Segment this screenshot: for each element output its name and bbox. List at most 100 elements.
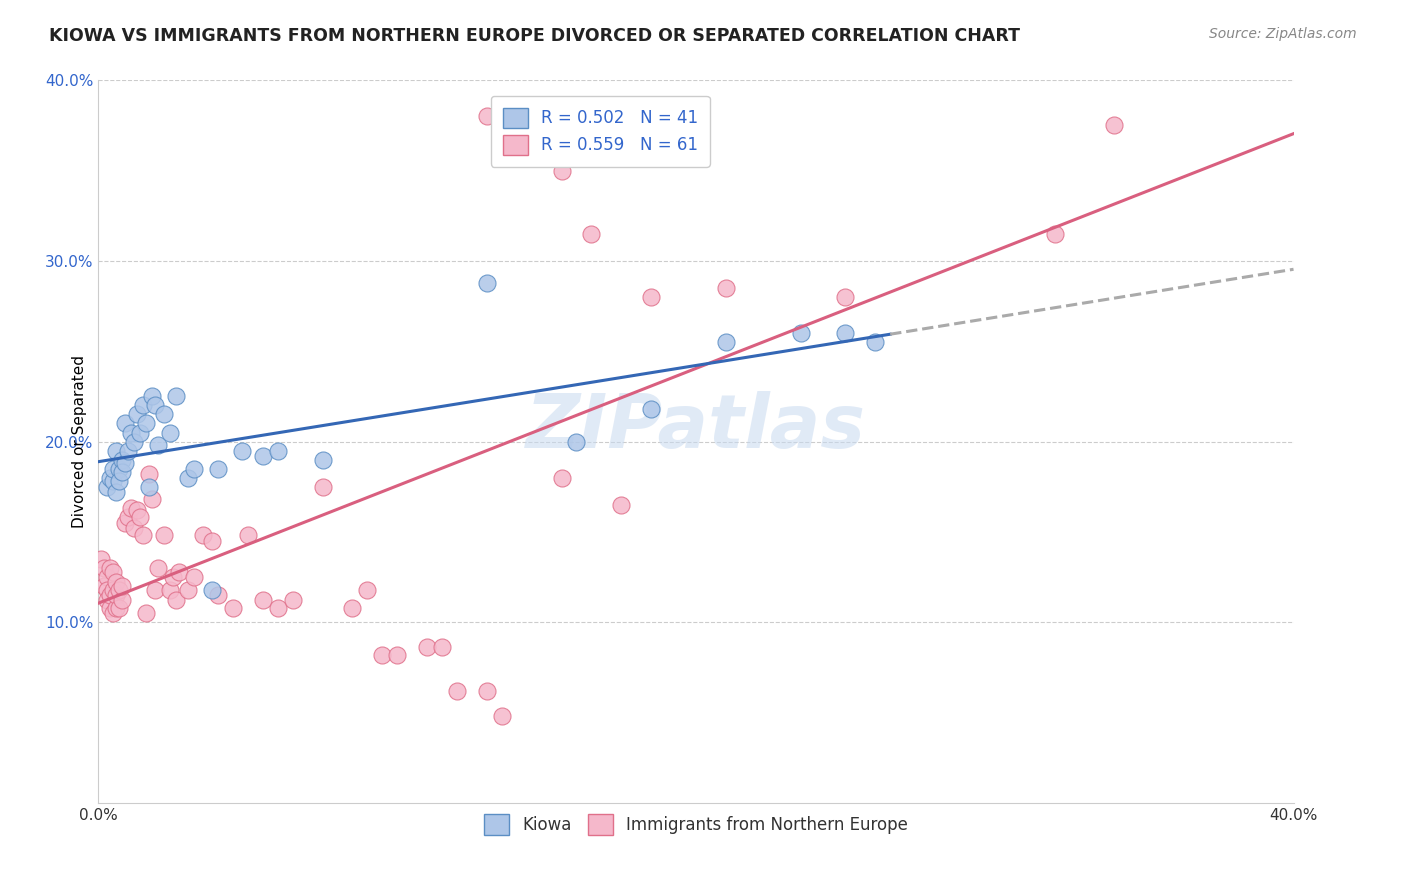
- Text: KIOWA VS IMMIGRANTS FROM NORTHERN EUROPE DIVORCED OR SEPARATED CORRELATION CHART: KIOWA VS IMMIGRANTS FROM NORTHERN EUROPE…: [49, 27, 1021, 45]
- Point: [120, 425, 142, 440]
- Point: [475, 276, 498, 290]
- Point: [581, 227, 603, 241]
- Text: ZIPatlas: ZIPatlas: [526, 391, 866, 464]
- Point: [153, 408, 176, 422]
- Point: [138, 480, 160, 494]
- Point: [834, 290, 856, 304]
- Point: [103, 582, 125, 597]
- Point: [111, 579, 134, 593]
- Point: [111, 593, 134, 607]
- Point: [356, 582, 378, 597]
- Point: [159, 582, 181, 597]
- Point: [124, 434, 146, 449]
- Point: [108, 582, 131, 597]
- Point: [714, 335, 737, 350]
- Point: [640, 290, 662, 304]
- Point: [252, 449, 274, 463]
- Point: [114, 516, 136, 530]
- Point: [610, 498, 633, 512]
- Point: [105, 443, 128, 458]
- Point: [311, 480, 333, 494]
- Point: [103, 606, 125, 620]
- Point: [640, 402, 662, 417]
- Point: [207, 461, 229, 475]
- Point: [111, 465, 134, 479]
- Point: [108, 475, 131, 489]
- Point: [177, 471, 200, 485]
- Point: [231, 443, 253, 458]
- Point: [132, 398, 155, 412]
- Point: [834, 326, 856, 340]
- Point: [167, 565, 190, 579]
- Point: [165, 389, 187, 403]
- Point: [143, 398, 166, 412]
- Point: [191, 528, 214, 542]
- Point: [267, 600, 290, 615]
- Point: [135, 417, 157, 431]
- Point: [96, 570, 118, 584]
- Point: [103, 565, 125, 579]
- Point: [132, 528, 155, 542]
- Point: [127, 408, 149, 422]
- Point: [96, 480, 118, 494]
- Legend: Kiowa, Immigrants from Northern Europe: Kiowa, Immigrants from Northern Europe: [477, 808, 915, 841]
- Point: [98, 588, 122, 602]
- Text: Source: ZipAtlas.com: Source: ZipAtlas.com: [1209, 27, 1357, 41]
- Point: [236, 528, 259, 542]
- Point: [865, 335, 887, 350]
- Point: [127, 503, 149, 517]
- Point: [98, 561, 122, 575]
- Point: [138, 467, 160, 481]
- Point: [685, 128, 707, 142]
- Point: [103, 461, 125, 475]
- Point: [124, 521, 146, 535]
- Point: [789, 326, 811, 340]
- Point: [103, 475, 125, 489]
- Point: [207, 588, 229, 602]
- Point: [714, 281, 737, 295]
- Point: [281, 593, 304, 607]
- Point: [129, 510, 152, 524]
- Point: [114, 417, 136, 431]
- Point: [491, 709, 513, 723]
- Point: [222, 600, 245, 615]
- Point: [1043, 227, 1066, 241]
- Point: [267, 443, 290, 458]
- Point: [550, 471, 572, 485]
- Point: [416, 640, 439, 655]
- Point: [135, 606, 157, 620]
- Point: [90, 552, 112, 566]
- Point: [108, 461, 131, 475]
- Point: [183, 461, 205, 475]
- Point: [111, 452, 134, 467]
- Point: [117, 510, 139, 524]
- Point: [96, 593, 118, 607]
- Point: [105, 588, 128, 602]
- Point: [141, 492, 163, 507]
- Point: [93, 579, 115, 593]
- Point: [177, 582, 200, 597]
- Point: [565, 434, 588, 449]
- Point: [98, 471, 122, 485]
- Point: [143, 582, 166, 597]
- Point: [1104, 119, 1126, 133]
- Point: [153, 528, 176, 542]
- Point: [371, 648, 394, 662]
- Point: [446, 683, 468, 698]
- Point: [159, 425, 181, 440]
- Point: [108, 600, 131, 615]
- Point: [475, 683, 498, 698]
- Point: [105, 575, 128, 590]
- Point: [201, 582, 224, 597]
- Point: [93, 561, 115, 575]
- Point: [96, 582, 118, 597]
- Point: [311, 452, 333, 467]
- Point: [105, 600, 128, 615]
- Point: [430, 640, 453, 655]
- Point: [117, 443, 139, 458]
- Point: [342, 600, 364, 615]
- Point: [183, 570, 205, 584]
- Point: [550, 163, 572, 178]
- Point: [148, 561, 170, 575]
- Point: [385, 648, 409, 662]
